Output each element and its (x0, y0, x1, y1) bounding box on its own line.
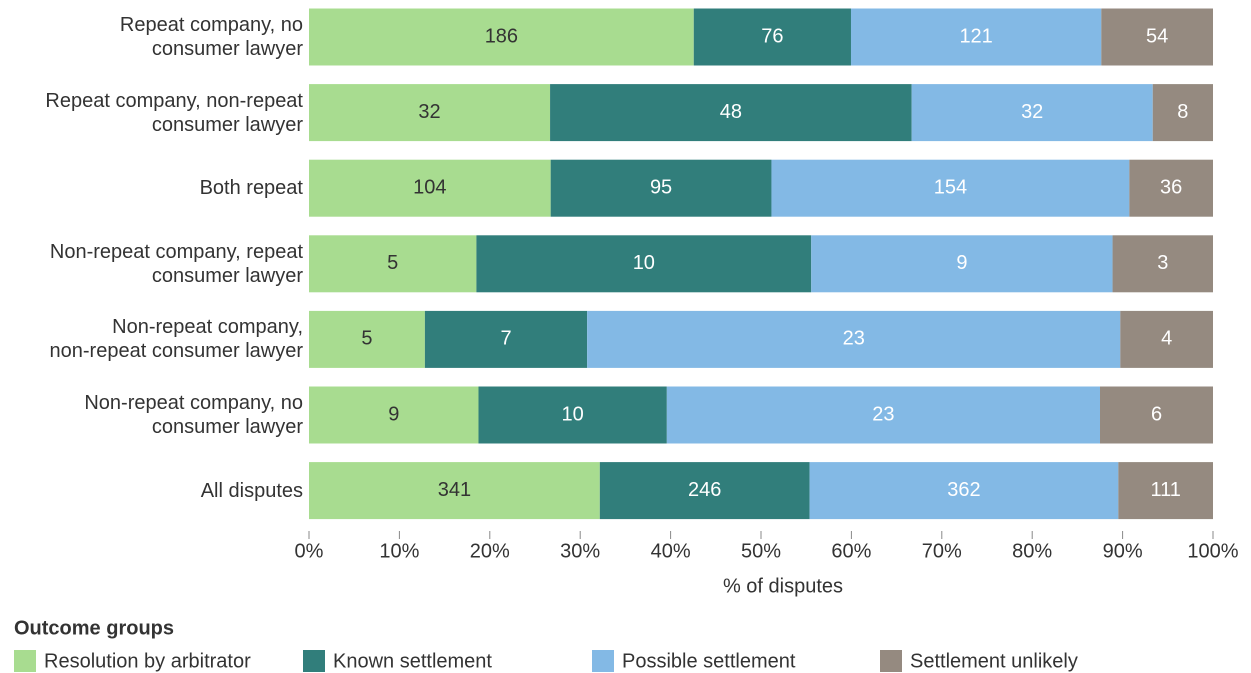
bar-segment (587, 310, 1121, 368)
bar-segment (850, 8, 1102, 66)
data-label: 154 (934, 176, 967, 198)
bar-segment (309, 159, 551, 217)
data-label: 5 (361, 328, 372, 350)
bar-segment (550, 84, 912, 142)
data-label: 48 (720, 101, 742, 123)
legend-label: Possible settlement (622, 650, 796, 672)
bar-segment (666, 386, 1100, 444)
data-label: 7 (500, 328, 511, 350)
data-label: 104 (413, 176, 446, 198)
bar-segment (693, 8, 851, 66)
bar-segment (478, 386, 667, 444)
bar-segment (309, 235, 477, 293)
bar-segment (309, 84, 551, 142)
bar-segment (1101, 8, 1213, 66)
bar-segment (809, 462, 1119, 520)
data-label: 76 (761, 25, 783, 47)
x-tick-label: 40% (651, 540, 691, 562)
data-label: 95 (650, 176, 672, 198)
x-tick-label: 30% (560, 540, 600, 562)
data-label: 8 (1177, 101, 1188, 123)
bar-segment (1152, 84, 1213, 142)
x-axis-label: % of disputes (723, 575, 843, 597)
data-label: 121 (959, 25, 992, 47)
bar-segment (424, 310, 588, 368)
y-tick-label: All disputes (200, 479, 303, 502)
x-tick-label: 0% (295, 540, 324, 562)
legend-label: Resolution by arbitrator (44, 650, 251, 672)
legend-swatch (592, 650, 614, 672)
data-label: 36 (1160, 176, 1182, 198)
y-tick-label: Non-repeat company, no consumer lawyer (84, 392, 303, 438)
x-tick-label: 70% (922, 540, 962, 562)
x-tick-label: 20% (470, 540, 510, 562)
x-tick-label: 60% (831, 540, 871, 562)
data-label: 4 (1161, 328, 1172, 350)
legend-label: Settlement unlikely (910, 650, 1078, 672)
bar-segment (309, 310, 425, 368)
legend-swatch (14, 650, 36, 672)
legend-swatch (880, 650, 902, 672)
x-tick-label: 10% (379, 540, 419, 562)
bar-segment (1120, 310, 1213, 368)
data-label: 111 (1150, 479, 1180, 501)
y-tick-label: Repeat company, no consumer lawyer (119, 14, 303, 60)
bar-segment (1129, 159, 1213, 217)
data-label: 246 (688, 479, 721, 501)
data-label: 341 (438, 479, 471, 501)
bar-segment (811, 235, 1113, 293)
legend-label: Known settlement (333, 650, 492, 672)
data-label: 32 (1021, 101, 1043, 123)
bar-segment (309, 462, 600, 520)
data-label: 23 (872, 403, 894, 425)
y-tick-label: Both repeat (199, 177, 303, 200)
bar-segment (1118, 462, 1213, 520)
data-label: 186 (485, 25, 518, 47)
bar-segment (309, 386, 479, 444)
data-label: 54 (1146, 25, 1168, 47)
bar-segment (1100, 386, 1213, 444)
x-tick-label: 50% (741, 540, 781, 562)
x-tick-label: 90% (1103, 540, 1143, 562)
x-tick-label: 80% (1012, 540, 1052, 562)
x-tick-label: 100% (1187, 540, 1238, 562)
bar-segment (309, 8, 694, 66)
bar-segment (599, 462, 810, 520)
data-label: 10 (562, 403, 584, 425)
bar-segment (911, 84, 1153, 142)
data-label: 6 (1151, 403, 1162, 425)
bar-segment (550, 159, 772, 217)
data-label: 10 (633, 252, 655, 274)
data-label: 23 (843, 328, 865, 350)
y-tick-label: Non-repeat company, repeat consumer lawy… (49, 240, 303, 287)
legend-title: Outcome groups (14, 617, 174, 639)
bar-segment (1112, 235, 1213, 293)
y-tick-label: Non-repeat company, non-repeat consumer … (49, 316, 303, 363)
data-label: 5 (387, 252, 398, 274)
data-label: 9 (956, 252, 967, 274)
data-label: 9 (388, 403, 399, 425)
data-label: 362 (947, 479, 980, 501)
bar-segment (476, 235, 812, 293)
data-label: 32 (418, 101, 440, 123)
data-label: 3 (1157, 252, 1168, 274)
legend-swatch (303, 650, 325, 672)
bar-segment (771, 159, 1130, 217)
y-tick-label: Repeat company, non-repeat consumer lawy… (45, 89, 303, 136)
